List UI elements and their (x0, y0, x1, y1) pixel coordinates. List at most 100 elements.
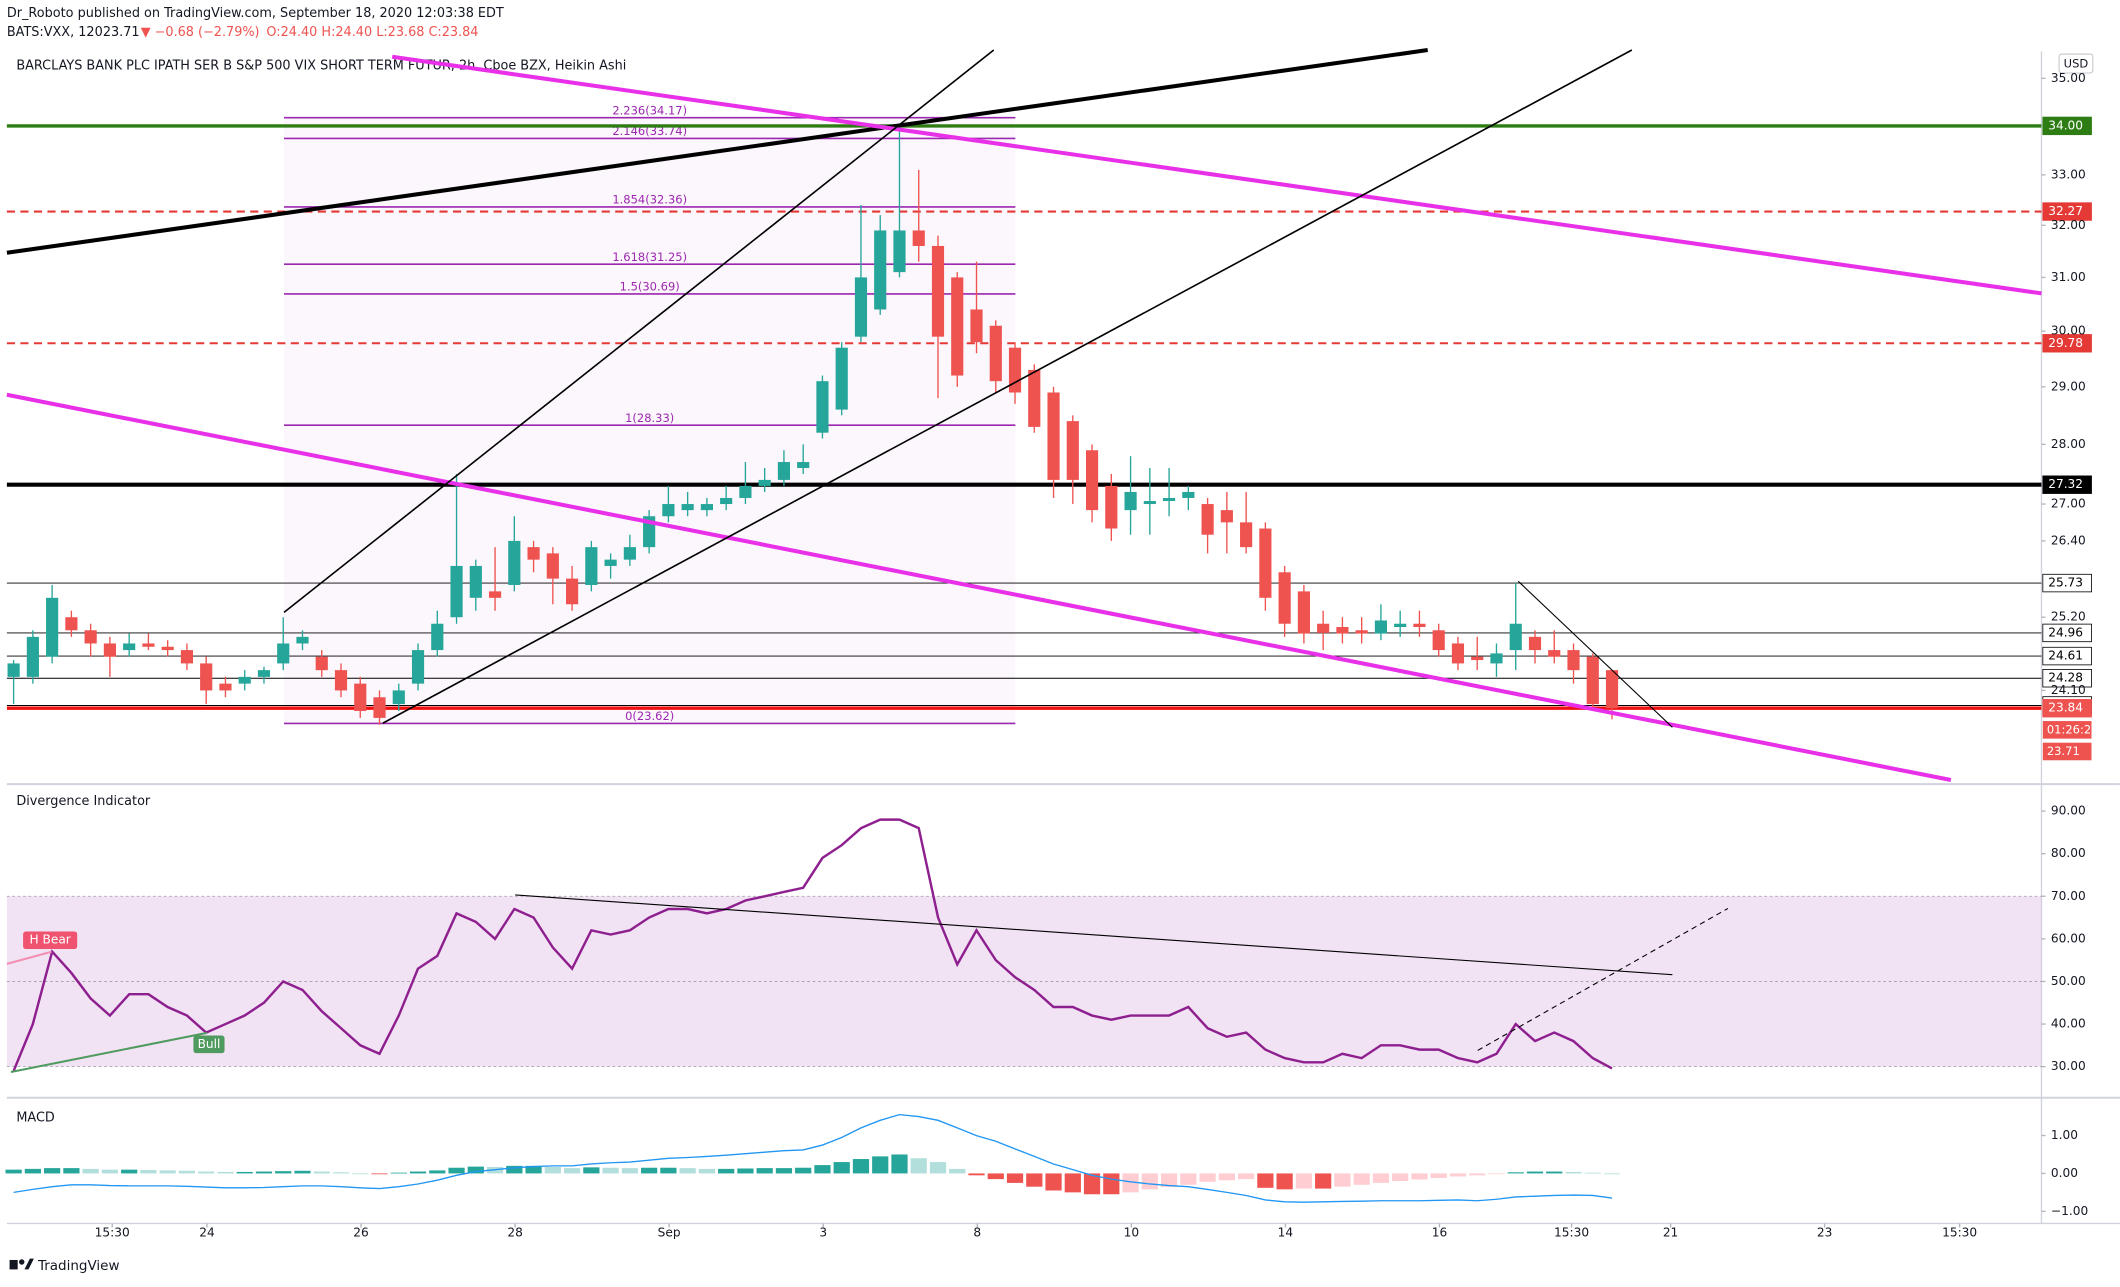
histogram-bar (101, 1169, 119, 1174)
histogram-bar (332, 1172, 350, 1174)
histogram-bar (775, 1168, 793, 1174)
candle-body (970, 309, 983, 343)
y-tick-label: −1.00 (2051, 1204, 2088, 1218)
price-tag-label: 32.27 (2048, 204, 2083, 218)
candle-body (103, 643, 116, 657)
histogram-bar (294, 1170, 311, 1174)
y-tick-label: 80.00 (2051, 846, 2086, 860)
candle-body (1066, 421, 1079, 480)
candle-body (65, 617, 78, 631)
axis-layer: 35.0033.0032.0031.0030.0029.0028.0027.00… (95, 71, 2086, 1240)
price-tag-label: 29.78 (2048, 336, 2083, 350)
logo-part (19, 1259, 25, 1265)
histogram-bar (852, 1159, 870, 1174)
x-tick-label: 8 (973, 1225, 981, 1239)
histogram-bar (1507, 1172, 1524, 1174)
histogram-bar (1238, 1173, 1255, 1180)
fib-label: 1.618(31.25) (612, 250, 687, 264)
y-tick-label: 27.00 (2051, 497, 2086, 511)
histogram-bar (872, 1156, 889, 1174)
histogram-bar (1218, 1173, 1235, 1181)
price-tag (2042, 475, 2092, 494)
histogram-bar (448, 1167, 465, 1174)
price-tag-label: 23.84 (2048, 701, 2083, 715)
histogram-bar (24, 1168, 41, 1174)
histogram-bar (679, 1168, 696, 1174)
candle-body (835, 347, 848, 410)
candle-body (604, 559, 617, 566)
histogram-bar (1469, 1173, 1486, 1176)
histogram-bar (929, 1162, 947, 1174)
histogram-bar (1045, 1173, 1062, 1191)
y-tick-label: 90.00 (2051, 804, 2086, 818)
candle-body (488, 591, 502, 598)
x-tick-label: 15:30 (1942, 1225, 1977, 1239)
candle-body (623, 547, 636, 560)
candle-body (411, 650, 425, 684)
price-tag-label: 24.28 (2048, 671, 2083, 685)
candle-body (161, 646, 174, 651)
histogram-bar (1160, 1173, 1178, 1188)
candle-body (315, 656, 328, 671)
candle-body (1143, 501, 1156, 505)
histogram-bar (1295, 1173, 1313, 1189)
candle-body (1047, 392, 1060, 480)
x-tick-label: 3 (819, 1225, 827, 1239)
histogram-bar (583, 1167, 600, 1174)
candle-body (508, 540, 521, 585)
histogram-bar (178, 1170, 196, 1174)
candle-body (912, 230, 925, 246)
histogram-bar (390, 1172, 407, 1174)
bull-badge (193, 1035, 225, 1054)
histogram-bar (159, 1170, 176, 1174)
candle-body (1509, 623, 1522, 651)
candle-body (1567, 650, 1580, 671)
candle-body (1605, 670, 1619, 709)
candle-body (7, 663, 20, 677)
candle-body (1278, 572, 1291, 624)
y-tick-label: 33.00 (2051, 167, 2086, 181)
histogram-bar (63, 1168, 80, 1174)
candle-body (123, 643, 136, 651)
candle-body (1490, 653, 1503, 664)
candle-body (334, 670, 348, 691)
y-tick-label: 31.00 (2051, 270, 2086, 284)
x-tick-label: 15:30 (95, 1225, 130, 1239)
channel-line (283, 49, 995, 614)
bull-label: Bull (198, 1037, 221, 1051)
price-tag (2042, 742, 2092, 761)
bear-label: H Bear (29, 933, 70, 947)
candle-body (720, 497, 733, 505)
fib-label: 2.236(34.17) (612, 103, 687, 117)
candle-body (758, 479, 771, 486)
brand-logo (9, 1258, 34, 1270)
candle-body (566, 578, 579, 605)
histogram-bar (1083, 1173, 1101, 1195)
histogram-bar (236, 1171, 253, 1174)
chart-title: BARCLAYS BANK PLC IPATH SER B S&P 500 VI… (16, 59, 626, 74)
candle-body (1259, 528, 1272, 598)
histogram-bar (198, 1171, 215, 1174)
price-tag-label: 24.61 (2048, 649, 2083, 663)
candle-body (238, 676, 251, 684)
trend-line (1517, 580, 1673, 728)
histogram-bar (140, 1170, 157, 1174)
candle-body (1105, 485, 1118, 529)
candle-body (1028, 369, 1041, 427)
candle-body (1085, 450, 1099, 511)
histogram-bar (1141, 1173, 1158, 1190)
price-tag (2042, 721, 2092, 739)
histogram-bar (1199, 1173, 1216, 1182)
candle-layer (7, 125, 1619, 725)
candle-body (1163, 497, 1176, 502)
x-tick-label: Sep (658, 1225, 681, 1239)
candle-body (46, 597, 59, 657)
histogram-bar (429, 1170, 446, 1174)
y-tick-label: 60.00 (2051, 931, 2086, 945)
histogram-bar (467, 1166, 484, 1174)
fib-layer: 2.236(34.17) 2.146(33.74) 1.854(32.36) 1.61… (284, 103, 1016, 725)
trend-line (6, 48, 1429, 255)
brand: TradingView (37, 1258, 120, 1274)
histogram-bar (1392, 1173, 1409, 1182)
